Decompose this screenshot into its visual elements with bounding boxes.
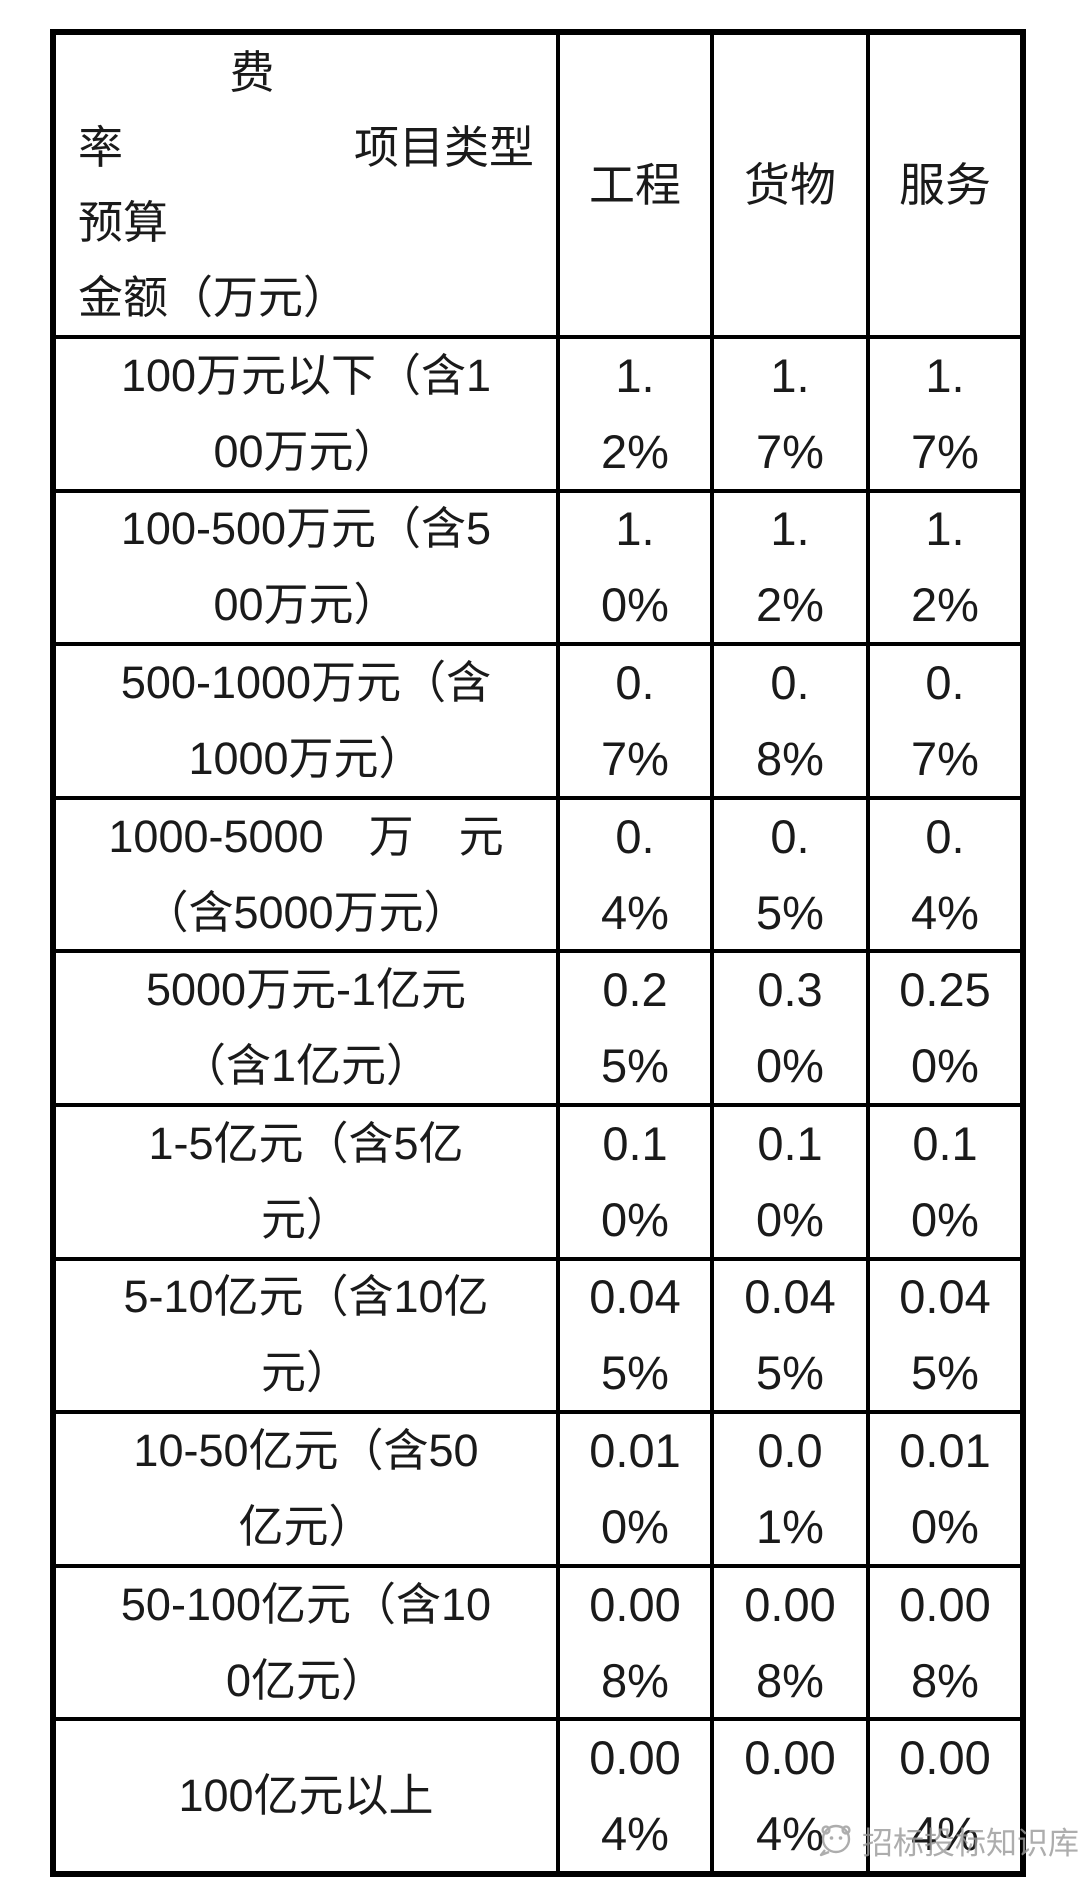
- column-header-goods: 货物: [714, 35, 866, 335]
- rate-cell-services: 0. 4%: [870, 799, 1020, 950]
- rate-cell-goods: 1. 7%: [714, 339, 866, 489]
- rate-cell-services: 0.01 0%: [870, 1414, 1020, 1564]
- budget-range-cell: 5-10亿元（含10亿 元）: [56, 1260, 556, 1411]
- rate-cell-engineering: 0. 4%: [560, 799, 710, 950]
- budget-range-cell: 10-50亿元（含50 亿元）: [56, 1414, 556, 1564]
- budget-range-cell: 100亿元以上: [56, 1721, 556, 1871]
- legend-fee-rate-char-top: 费: [229, 47, 275, 98]
- budget-range-cell: 50-100亿元（含10 0亿元）: [56, 1567, 556, 1718]
- budget-range-cell: 1-5亿元（含5亿 元）: [56, 1107, 556, 1257]
- legend-fee-rate-char-bottom: 率: [78, 122, 124, 173]
- rate-cell-engineering: 0.2 5%: [560, 953, 710, 1103]
- rate-cell-services: 1. 7%: [870, 339, 1020, 489]
- rate-cell-goods: 0. 5%: [714, 799, 866, 950]
- rate-cell-goods: 0.00 8%: [714, 1567, 866, 1718]
- legend-budget-label-line2: 金额（万元）: [78, 272, 349, 323]
- legend-budget-label-line1: 预算: [78, 197, 169, 248]
- rate-cell-engineering: 0.1 0%: [560, 1107, 710, 1257]
- budget-range-cell: 100万元以下（含1 00万元）: [56, 339, 556, 489]
- rate-cell-services: 0.1 0%: [870, 1107, 1020, 1257]
- rate-cell-goods: 0.1 0%: [714, 1107, 866, 1257]
- rate-cell-engineering: 0.00 4%: [560, 1721, 710, 1871]
- rate-cell-engineering: 0.01 0%: [560, 1414, 710, 1564]
- rate-cell-engineering: 0. 7%: [560, 646, 710, 796]
- rate-cell-goods: 0.00 4%: [714, 1721, 866, 1871]
- budget-range-cell: 1000-5000 万 元（含5000万元）: [56, 799, 556, 950]
- header-legend-cell: 费 率 项目类型 预算 金额（万元）: [56, 35, 556, 335]
- rate-cell-engineering: 1. 0%: [560, 492, 710, 643]
- rate-cell-services: 1. 2%: [870, 492, 1020, 643]
- rate-cell-services: 0.00 8%: [870, 1567, 1020, 1718]
- fee-rate-table: 费 率 项目类型 预算 金额（万元） 工程 货物 服务 100万元以下（含1 00…: [50, 29, 1026, 1877]
- rate-cell-engineering: 0.04 5%: [560, 1260, 710, 1411]
- budget-range-cell: 500-1000万元（含 1000万元）: [56, 646, 556, 796]
- column-header-services: 服务: [870, 35, 1020, 335]
- rate-cell-goods: 0.04 5%: [714, 1260, 866, 1411]
- rate-cell-goods: 0.3 0%: [714, 953, 866, 1103]
- rate-cell-goods: 1. 2%: [714, 492, 866, 643]
- budget-range-cell: 5000万元-1亿元 （含1亿元）: [56, 953, 556, 1103]
- rate-cell-services: 0.04 5%: [870, 1260, 1020, 1411]
- column-header-engineering: 工程: [560, 35, 710, 335]
- rate-cell-services: 0.00 4%: [870, 1721, 1020, 1871]
- rate-cell-goods: 0.0 1%: [714, 1414, 866, 1564]
- rate-cell-engineering: 1. 2%: [560, 339, 710, 489]
- rate-cell-services: 0.25 0%: [870, 953, 1020, 1103]
- legend-project-type-label: 项目类型: [353, 122, 534, 173]
- rate-cell-engineering: 0.00 8%: [560, 1567, 710, 1718]
- rate-cell-goods: 0. 8%: [714, 646, 866, 796]
- budget-range-cell: 100-500万元（含5 00万元）: [56, 492, 556, 643]
- rate-cell-services: 0. 7%: [870, 646, 1020, 796]
